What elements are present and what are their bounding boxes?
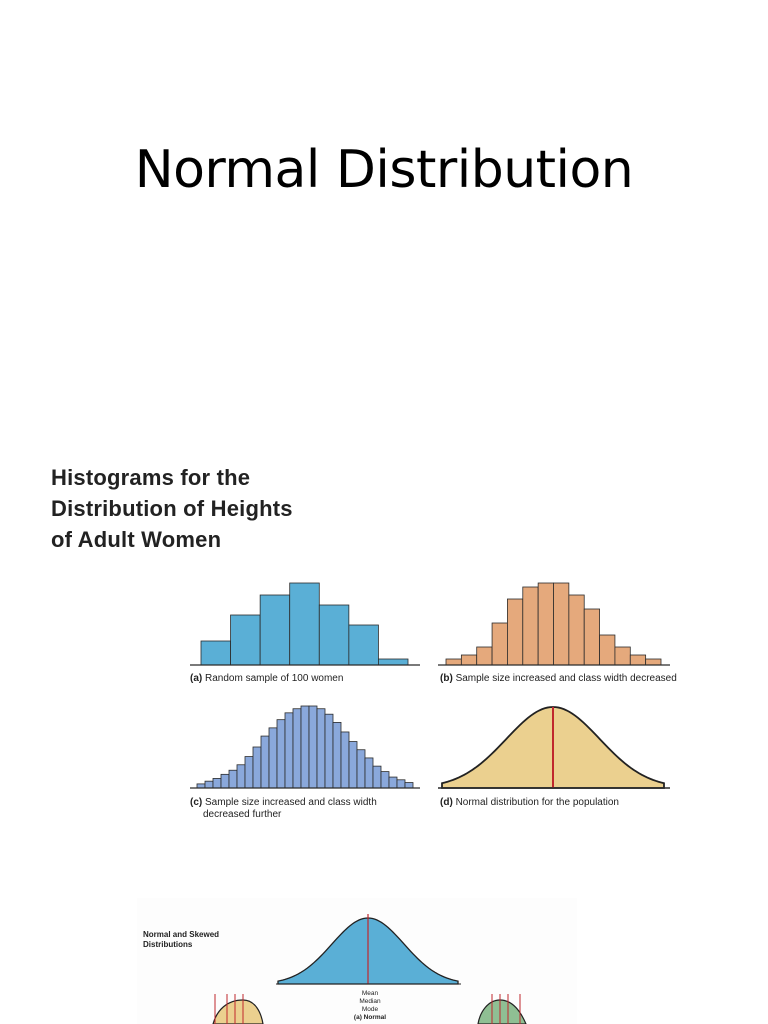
caption-d: (d) Normal distribution for the populati…	[440, 797, 619, 809]
histogram-c-bar	[364, 757, 374, 789]
histogram-c-bar	[204, 780, 214, 789]
histogram-heading: Histograms for the Distribution of Heigh…	[51, 462, 293, 555]
histogram-c-bar	[308, 705, 318, 789]
caption-b-tag: (b)	[440, 673, 453, 684]
histogram-c-bar	[252, 746, 262, 789]
histogram-c-bar	[300, 705, 310, 789]
caption-b: (b) Sample size increased and class widt…	[440, 673, 677, 685]
histogram-a-bar	[230, 614, 261, 666]
histogram-a-bar	[348, 624, 379, 666]
histogram-b-bar	[553, 582, 570, 666]
histogram-a-bar	[259, 594, 291, 666]
label-normal: (a) Normal	[353, 1014, 387, 1021]
histogram-a-bar	[318, 604, 350, 666]
histogram-c-bar	[316, 708, 326, 789]
slide-title: Normal Distribution	[134, 140, 634, 200]
skewed-curve-right	[477, 994, 527, 1024]
histogram-b-bar	[629, 654, 647, 666]
histogram-b-bar	[522, 586, 539, 666]
histogram-heading-line-1: Histograms for the	[51, 465, 251, 490]
histogram-c	[190, 705, 420, 789]
histogram-c-bar	[332, 721, 342, 789]
caption-b-text: Sample size increased and class width de…	[455, 673, 677, 684]
histogram-b-bar	[568, 594, 585, 666]
histogram-heading-line-2: Distribution of Heights	[51, 496, 293, 521]
histogram-c-bar	[212, 778, 222, 789]
histogram-c-bar	[284, 712, 294, 789]
label-mean: Mean	[361, 990, 379, 997]
histogram-b-bar	[583, 608, 600, 666]
caption-a-tag: (a)	[190, 673, 203, 684]
histogram-b-bar	[537, 582, 554, 666]
histogram-b	[438, 582, 670, 666]
histogram-c-bar	[348, 741, 358, 789]
histogram-c-bar	[292, 708, 302, 789]
histogram-c-bar	[356, 749, 366, 789]
histogram-c-bar	[380, 771, 390, 789]
normal-curve-d	[438, 706, 670, 789]
label-median: Median	[359, 998, 381, 1005]
skewed-heading: Normal and Skewed Distributions	[143, 930, 219, 950]
caption-c: (c) Sample size increased and class widt…	[190, 797, 377, 821]
normal-curve-figure	[276, 914, 461, 985]
histogram-b-bar	[445, 658, 462, 666]
caption-d-tag: (d)	[440, 797, 453, 808]
caption-a-text: Random sample of 100 women	[205, 673, 344, 684]
histogram-b-bar	[491, 622, 508, 666]
histogram-heading-line-3: of Adult Women	[51, 527, 222, 552]
histogram-a-bar	[289, 582, 320, 666]
histogram-b-bar	[614, 646, 631, 666]
label-mode: Mode	[361, 1006, 379, 1013]
histogram-b-bar	[476, 646, 493, 666]
histogram-c-bar	[268, 727, 278, 789]
histogram-b-bar	[507, 598, 524, 666]
left-skew-area	[212, 999, 264, 1024]
histogram-a	[190, 582, 420, 666]
caption-c-tag: (c)	[190, 797, 203, 808]
histogram-c-bar	[244, 756, 254, 789]
right-skew-area	[477, 999, 527, 1024]
histogram-c-bar	[260, 735, 270, 789]
skewed-curve-left	[212, 994, 264, 1024]
histogram-c-bar	[340, 731, 350, 789]
caption-c-text: Sample size increased and class width	[205, 797, 377, 808]
histogram-c-bar	[228, 769, 238, 789]
histogram-b-bar	[460, 654, 478, 666]
histogram-c-bar	[324, 713, 334, 789]
caption-a: (a) Random sample of 100 women	[190, 673, 343, 685]
histogram-a-bar	[378, 658, 409, 666]
histogram-c-bar	[396, 779, 406, 789]
caption-c-text-cont: decreased further	[203, 809, 282, 820]
histogram-c-bar	[236, 764, 246, 789]
histogram-b-bar	[645, 658, 662, 666]
histogram-c-bar	[372, 765, 382, 789]
histogram-c-bar	[388, 776, 398, 789]
histogram-a-bar	[200, 640, 231, 666]
skewed-heading-line-1: Normal and Skewed	[143, 930, 220, 939]
center-measure-labels: Mean Median Mode (a) Normal	[330, 990, 410, 1022]
histogram-c-bar	[276, 719, 286, 789]
histogram-b-bar	[599, 634, 616, 666]
histogram-c-bar	[404, 782, 414, 789]
skewed-heading-line-2: Distributions	[143, 940, 193, 949]
histogram-c-bar	[220, 773, 230, 789]
caption-d-text: Normal distribution for the population	[455, 797, 619, 808]
